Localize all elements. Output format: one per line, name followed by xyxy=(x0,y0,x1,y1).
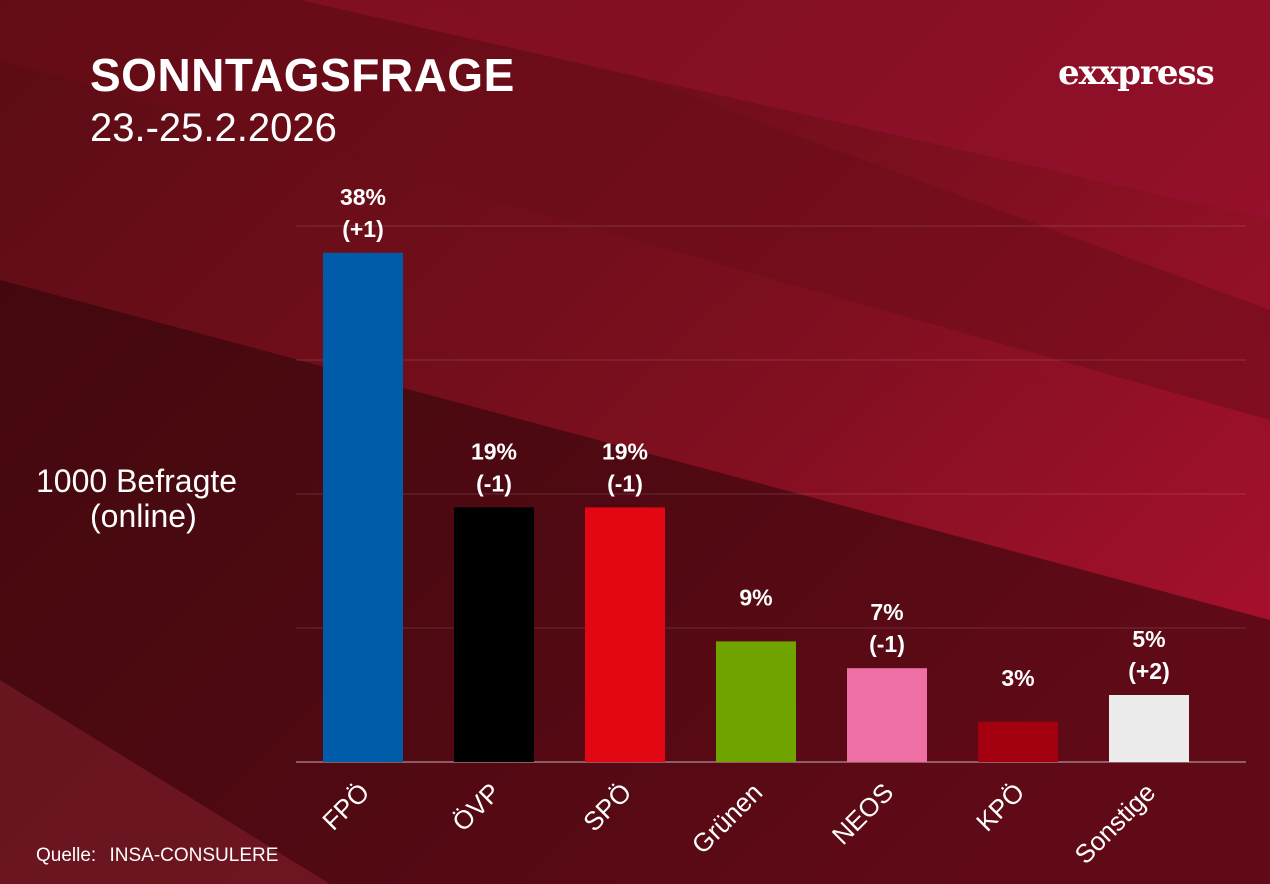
source-value: INSA-CONSULERE xyxy=(109,845,279,866)
category-label: FPÖ xyxy=(316,777,375,836)
value-label: 9% xyxy=(739,584,772,610)
respondents-mode: (online) xyxy=(90,498,197,534)
change-label: (-1) xyxy=(476,470,512,496)
poll-date: 23.-25.2.2026 xyxy=(90,106,337,150)
category-label: KPÖ xyxy=(970,777,1030,837)
page-title: SONNTAGSFRAGE xyxy=(90,49,515,101)
bar-5 xyxy=(978,721,1058,762)
respondents-count: 1000 Befragte xyxy=(36,463,238,499)
value-label: 3% xyxy=(1001,665,1034,691)
category-label: SPÖ xyxy=(577,777,637,837)
exxpress-logo: exxpress xyxy=(1058,53,1215,93)
bar-4 xyxy=(847,668,927,762)
source-label: Quelle: xyxy=(36,845,97,866)
change-label: (+1) xyxy=(342,216,384,242)
source-note: Quelle: INSA-CONSULERE xyxy=(36,846,278,865)
value-label: 38% xyxy=(340,184,386,210)
change-label: (-1) xyxy=(607,470,643,496)
value-label: 19% xyxy=(602,438,648,464)
change-label: (-1) xyxy=(869,631,905,657)
bar-0 xyxy=(323,252,403,763)
bar-6 xyxy=(1109,695,1189,762)
change-label: (+2) xyxy=(1128,658,1170,684)
category-label: Grünen xyxy=(686,777,769,860)
value-label: 7% xyxy=(870,599,903,625)
category-label: Sonstige xyxy=(1068,777,1161,870)
category-label: NEOS xyxy=(826,777,899,850)
bar-2 xyxy=(585,507,665,762)
respondents-note: 1000 Befragte (online) xyxy=(36,464,276,534)
value-label: 5% xyxy=(1132,626,1165,652)
category-label: ÖVP xyxy=(446,777,506,837)
bar-1 xyxy=(454,507,534,762)
value-label: 19% xyxy=(471,438,517,464)
bar-3 xyxy=(716,641,796,762)
